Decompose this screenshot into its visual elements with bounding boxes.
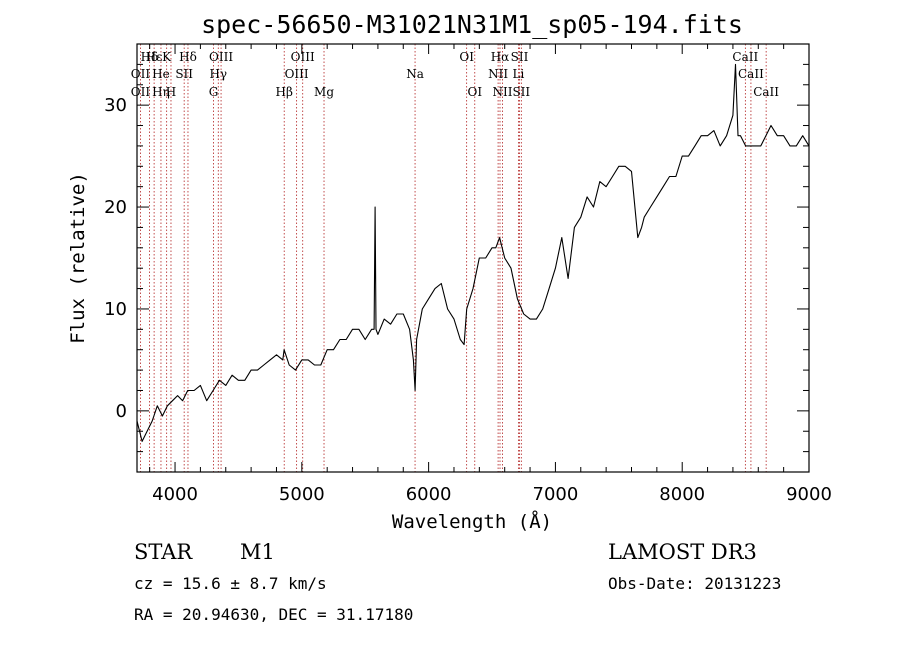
y-tick-label: 10 [104, 299, 127, 320]
chart-title: spec-56650-M31021N31M1_sp05-194.fits [201, 10, 743, 39]
spectrum-series-line [136, 63, 810, 442]
spectral-line-label: OI [459, 50, 474, 64]
spectral-line-label: SII [175, 67, 193, 81]
y-axis-label: Flux (relative) [67, 172, 89, 344]
x-tick-label: 6000 [406, 484, 452, 505]
plot-frame [136, 43, 810, 473]
spectral-line-label: NII [488, 67, 508, 81]
spectral-line-label: OIII [291, 50, 315, 64]
spectral-line-label: Hδ [179, 50, 197, 64]
spectral-line-markers [140, 44, 767, 472]
object-class: STAR [134, 540, 193, 564]
spectral-line-label: OI [467, 85, 482, 99]
spectral-line-label: NII [493, 85, 513, 99]
x-tick-label: 9000 [786, 484, 832, 505]
x-tick-label: 5000 [279, 484, 325, 505]
spectral-line-label: Hα [491, 50, 510, 64]
spectral-line-label: H [166, 85, 176, 99]
obs-date: Obs-Date: 20131223 [608, 574, 782, 593]
spectral-line-label: OII [131, 85, 151, 99]
spectral-line-label: G [209, 85, 219, 99]
spectral-line-label: OIII [285, 67, 309, 81]
spectral-line-label: CaII [732, 50, 758, 64]
spectral-line-label: Hε [146, 50, 163, 64]
axis-ticks: 4000 5000 6000 7000 8000 9000 0 10 20 30 [104, 43, 832, 505]
y-tick-label: 30 [104, 95, 127, 116]
coordinates: RA = 20.94630, DEC = 31.17180 [134, 605, 414, 624]
spectral-line-label: Li [512, 67, 524, 81]
x-tick-label: 7000 [533, 484, 579, 505]
spectral-line-label: Na [406, 67, 424, 81]
spectral-line-label: OIII [209, 50, 233, 64]
x-axis-label: Wavelength (Å) [392, 510, 552, 533]
spectral-line-label: CaII [753, 85, 779, 99]
object-subclass: M1 [240, 540, 275, 564]
spectral-line-labels: Hδ OII OII Hε He Hη K H SII Hδ OIII Hγ G Hβ OIII OIII Mg… [131, 50, 780, 99]
spectral-line-label: Hβ [276, 85, 293, 99]
spectral-line-label: K [162, 50, 172, 64]
spectral-line-label: OII [131, 67, 151, 81]
spectral-line-label: SII [512, 85, 530, 99]
redshift-text: cz = 15.6 ± 8.7 km/s [134, 574, 327, 593]
x-tick-label: 8000 [659, 484, 705, 505]
spectral-line-label: Hη [152, 85, 170, 99]
spectral-line-label: SII [511, 50, 529, 64]
spectral-line-label: Hγ [209, 67, 227, 81]
x-tick-label: 4000 [152, 484, 198, 505]
spectral-line-label: CaII [738, 67, 764, 81]
spectral-line-label: Mg [314, 85, 334, 99]
spectral-line-label: Hδ [141, 50, 159, 64]
y-tick-label: 0 [116, 401, 127, 422]
spectral-line-label: He [152, 67, 170, 81]
survey-name: LAMOST DR3 [608, 540, 757, 564]
y-tick-label: 20 [104, 197, 127, 218]
